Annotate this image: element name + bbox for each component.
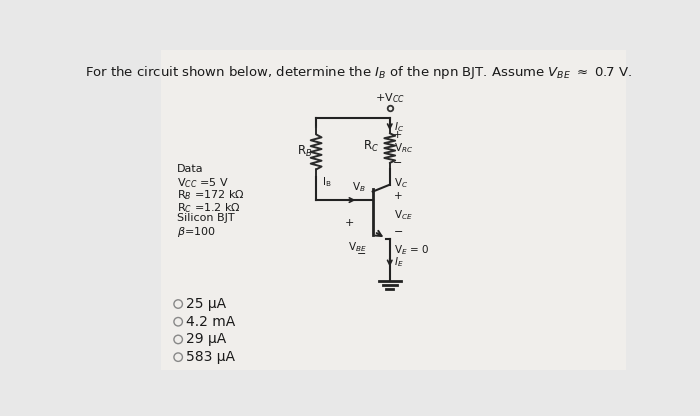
Text: For the circuit shown below, determine the $I_B$ of the npn BJT. Assume $V_{BE}$: For the circuit shown below, determine t… (85, 64, 632, 81)
Text: Data: Data (176, 164, 203, 174)
Text: +V$_{CC}$: +V$_{CC}$ (374, 92, 405, 105)
Text: V$_{CE}$: V$_{CE}$ (393, 208, 412, 223)
Text: R$_B$ =172 k$\Omega$: R$_B$ =172 k$\Omega$ (176, 188, 244, 202)
Text: $I_E$: $I_E$ (393, 255, 403, 269)
Text: R$_C$ =1.2 k$\Omega$: R$_C$ =1.2 k$\Omega$ (176, 201, 240, 215)
Text: V$_{RC}$: V$_{RC}$ (393, 141, 413, 155)
Text: 583 μA: 583 μA (186, 350, 235, 364)
Text: V$_E$ = 0: V$_E$ = 0 (393, 243, 429, 257)
Text: +: + (345, 218, 354, 228)
Text: V$_B$: V$_B$ (352, 180, 365, 194)
Text: −: − (393, 228, 403, 238)
Text: 29 μA: 29 μA (186, 332, 226, 347)
Text: −: − (393, 158, 402, 168)
Text: +: + (393, 130, 402, 140)
Text: V$_{CC}$ =5 V: V$_{CC}$ =5 V (176, 176, 228, 190)
Text: $I_C$: $I_C$ (393, 120, 404, 134)
Text: R$_C$: R$_C$ (363, 139, 379, 154)
Text: V$_{BE}$: V$_{BE}$ (348, 240, 367, 254)
Text: V$_C$: V$_C$ (393, 176, 408, 190)
Text: $\mathregular{I_B}$: $\mathregular{I_B}$ (322, 176, 332, 189)
Text: R$_B$: R$_B$ (297, 144, 312, 159)
Text: +: + (393, 191, 402, 201)
Bar (161, 50, 626, 370)
Text: 25 μA: 25 μA (186, 297, 226, 311)
Text: Silicon BJT: Silicon BJT (176, 213, 235, 223)
Text: $\beta$=100: $\beta$=100 (176, 225, 216, 240)
Text: −: − (357, 249, 367, 259)
Text: 4.2 mA: 4.2 mA (186, 315, 235, 329)
